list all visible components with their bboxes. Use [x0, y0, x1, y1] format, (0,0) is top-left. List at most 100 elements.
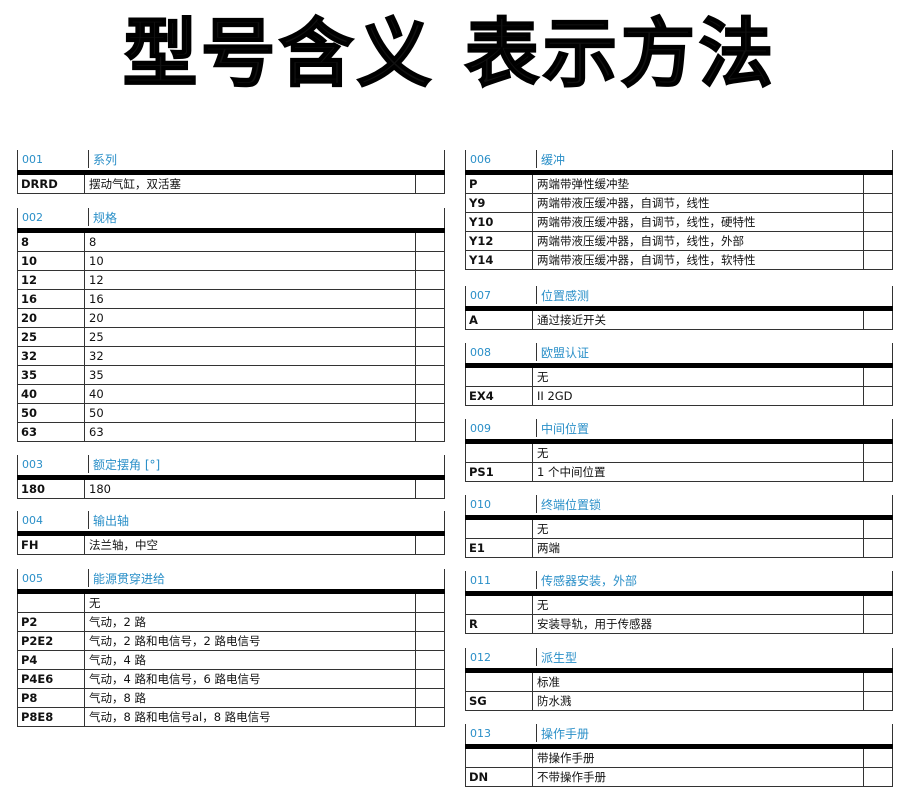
selection-box [415, 651, 444, 669]
section-number: 002 [22, 211, 43, 224]
selection-box [415, 708, 444, 726]
option-table-005: 005 能源贯穿进给无 P2 气动，2 路 P2E2 气动，2 路和电信号，2 路电信号 P… [17, 569, 445, 727]
option-code: A [469, 313, 478, 327]
header-rule [465, 591, 893, 596]
option-code [466, 596, 532, 614]
option-description: 气动，4 路 [84, 651, 415, 669]
option-description: 180 [84, 480, 415, 498]
option-code: P2E2 [21, 634, 54, 648]
section-title: 输出轴 [88, 511, 129, 529]
section-number: 004 [22, 514, 43, 527]
table-header: 003 额定摆角 [°] [17, 455, 445, 475]
table-row: 无 [17, 594, 445, 613]
option-code: 32 [21, 349, 38, 363]
option-code: 35 [21, 368, 38, 382]
table-row: E1 两端 [465, 539, 893, 558]
table-row: P2E2 气动，2 路和电信号，2 路电信号 [17, 632, 445, 651]
header-rule [465, 439, 893, 444]
section-title: 派生型 [536, 648, 577, 666]
header-rule [17, 531, 445, 536]
table-row: 10 10 [17, 252, 445, 271]
option-code: DRRD [21, 177, 58, 191]
selection-box [415, 271, 444, 289]
option-code: Y14 [469, 253, 494, 267]
selection-box [863, 387, 892, 405]
table-header: 013 操作手册 [465, 724, 893, 744]
option-code [466, 444, 532, 462]
table-header: 001 系列 [17, 150, 445, 170]
table-row: 带操作手册 [465, 749, 893, 768]
option-code: 12 [21, 273, 38, 287]
page-title: 型号含义 表示方法 [122, 10, 777, 98]
option-description: 安装导轨，用于传感器 [532, 615, 863, 633]
table-header: 007 位置感测 [465, 286, 893, 306]
option-description: 25 [84, 328, 415, 346]
option-table-011: 011 传感器安装，外部无 R 安装导轨，用于传感器 [465, 571, 893, 634]
header-rule [465, 363, 893, 368]
option-description: 无 [532, 596, 863, 614]
option-description: 12 [84, 271, 415, 289]
option-code: P [469, 177, 478, 191]
selection-box [863, 194, 892, 212]
selection-box [415, 536, 444, 554]
option-description: 防水溅 [532, 692, 863, 710]
header-rule [17, 228, 445, 233]
selection-box [863, 596, 892, 614]
section-title: 操作手册 [536, 724, 589, 742]
table-row: 40 40 [17, 385, 445, 404]
table-row: 标准 [465, 673, 893, 692]
option-code: 50 [21, 406, 38, 420]
table-row: 12 12 [17, 271, 445, 290]
option-table-007: 007 位置感测 A 通过接近开关 [465, 286, 893, 330]
selection-box [863, 232, 892, 250]
option-code: R [469, 617, 478, 631]
option-table-013: 013 操作手册 带操作手册 DN 不带操作手册 [465, 724, 893, 787]
selection-box [415, 480, 444, 498]
option-code [466, 520, 532, 538]
option-code: Y12 [469, 234, 494, 248]
option-table-002: 002 规格 8 8 10 10 12 12 16 16 20 20 25 25 32 32 35 35 40 40 5… [17, 208, 445, 442]
selection-box [415, 233, 444, 251]
section-number: 012 [470, 651, 491, 664]
option-code: 8 [21, 235, 30, 249]
table-header: 012 派生型 [465, 648, 893, 668]
table-row: PS1 1 个中间位置 [465, 463, 893, 482]
section-number: 001 [22, 153, 43, 166]
selection-box [863, 175, 892, 193]
table-row: 16 16 [17, 290, 445, 309]
option-code: Y10 [469, 215, 494, 229]
option-code: EX4 [469, 389, 494, 403]
table-row: FH 法兰轴，中空 [17, 536, 445, 555]
table-header: 004 输出轴 [17, 511, 445, 531]
option-table-008: 008 欧盟认证无 EX4 II 2GD [465, 343, 893, 406]
section-title: 规格 [88, 208, 117, 226]
section-title: 传感器安装，外部 [536, 571, 637, 589]
option-description: 1 个中间位置 [532, 463, 863, 481]
selection-box [863, 463, 892, 481]
selection-box [415, 328, 444, 346]
option-description: 两端带液压缓冲器，自调节，线性，外部 [532, 232, 863, 250]
table-row: 180 180 [17, 480, 445, 499]
option-description: 两端带液压缓冲器，自调节，线性，硬特性 [532, 213, 863, 231]
section-title: 系列 [88, 150, 117, 168]
option-description: 通过接近开关 [532, 311, 863, 329]
selection-box [415, 632, 444, 650]
option-code: 40 [21, 387, 38, 401]
option-code: 10 [21, 254, 38, 268]
selection-box [863, 213, 892, 231]
option-code: 63 [21, 425, 38, 439]
option-description: 两端带弹性缓冲垫 [532, 175, 863, 193]
option-code: P4 [21, 653, 38, 667]
section-number: 009 [470, 422, 491, 435]
option-description: 两端 [532, 539, 863, 557]
table-header: 005 能源贯穿进给 [17, 569, 445, 589]
table-row: DRRD 摆动气缸，双活塞 [17, 175, 445, 194]
selection-box [415, 290, 444, 308]
selection-box [415, 613, 444, 631]
section-title: 能源贯穿进给 [88, 569, 165, 587]
header-rule [465, 170, 893, 175]
option-code: 180 [21, 482, 46, 496]
section-number: 006 [470, 153, 491, 166]
table-row: 35 35 [17, 366, 445, 385]
table-row: P8E8 气动，8 路和电信号al，8 路电信号 [17, 708, 445, 727]
